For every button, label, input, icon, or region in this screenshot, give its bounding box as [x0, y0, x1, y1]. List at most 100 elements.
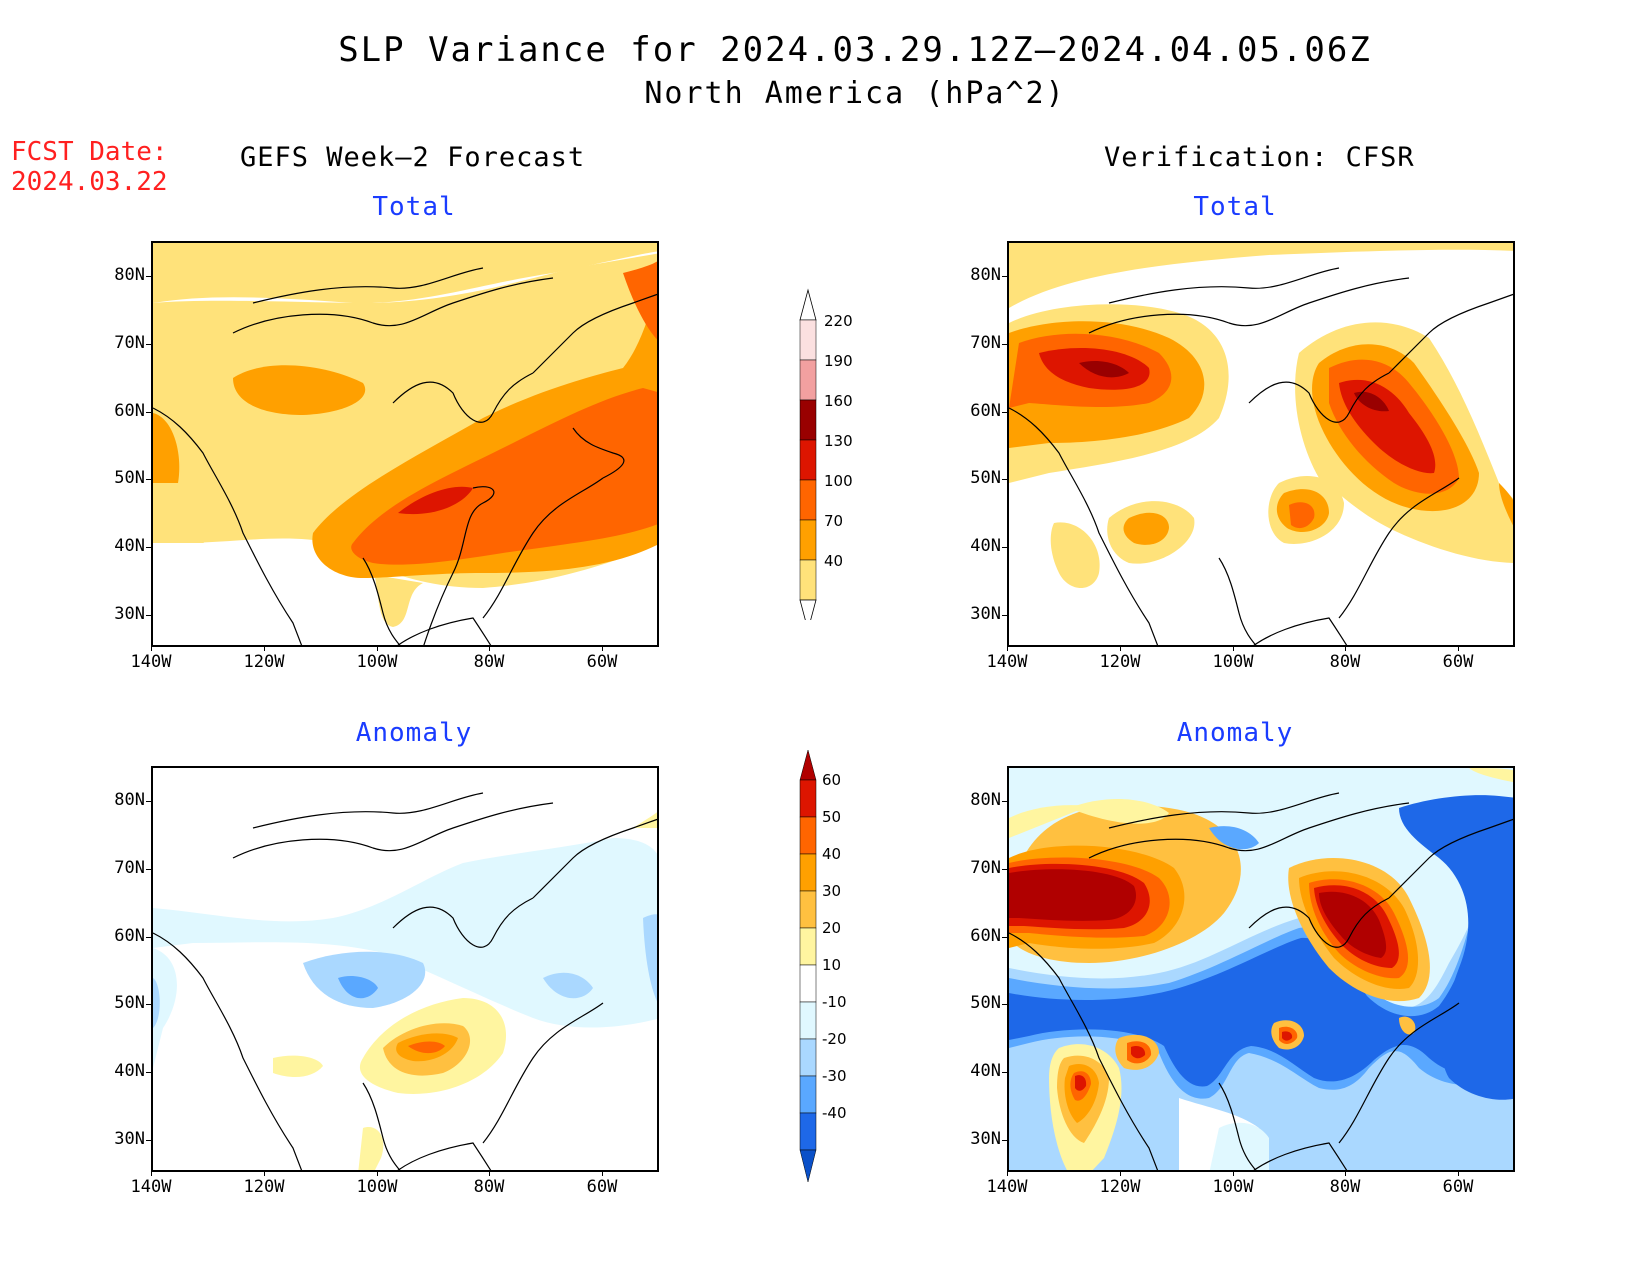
chart-title: SLP Variance for 2024.03.29.12Z–2024.04.… [338, 30, 1372, 70]
lon-label-forecast-anomaly: 140W [130, 1177, 172, 1197]
lat-label-forecast-anomaly: 60N [114, 926, 145, 946]
coastline-outline [1009, 792, 1513, 1170]
lat-tick-verif-anomaly [1002, 801, 1008, 802]
lat-label-verif-total: 30N [970, 604, 1001, 624]
lat-tick-verif-total [1002, 412, 1008, 413]
lon-label-verif-total: 60W [1442, 652, 1474, 672]
lon-label-forecast-anomaly: 120W [243, 1177, 285, 1197]
lat-label-verif-total: 40N [970, 536, 1001, 556]
lon-label-verif-total: 100W [1212, 652, 1254, 672]
lon-label-forecast-anomaly: 60W [586, 1177, 618, 1197]
lat-label-verif-total: 60N [970, 401, 1001, 421]
lat-label-forecast-anomaly: 30N [114, 1129, 145, 1149]
lat-label-verif-total: 80N [970, 265, 1001, 285]
lat-label-forecast-total: 40N [114, 536, 145, 556]
lon-label-forecast-anomaly: 100W [356, 1177, 398, 1197]
lon-tick-verif-total [1120, 645, 1121, 651]
colorbar-total-arrow-top [799, 288, 817, 321]
lat-tick-forecast-total [146, 276, 152, 277]
lon-tick-forecast-total [264, 645, 265, 651]
panel-title-forecast-total: Total [372, 192, 456, 222]
map-verif-anomaly-field [1009, 768, 1513, 1170]
colorbar-anomaly-label: 40 [822, 845, 841, 863]
lat-label-forecast-total: 80N [114, 265, 145, 285]
colorbar-anomaly-box [799, 1075, 817, 1114]
colorbar-anomaly-label: -20 [822, 1030, 847, 1048]
lon-label-verif-anomaly: 100W [1212, 1177, 1254, 1197]
lat-tick-forecast-anomaly [146, 937, 152, 938]
fcst-date-block: FCST Date: 2024.03.22 [11, 137, 168, 197]
lon-label-forecast-total: 80W [473, 652, 505, 672]
colorbar-total-box [799, 319, 817, 361]
colorbar-anomaly-label: 10 [822, 956, 841, 974]
lat-tick-forecast-anomaly [146, 1072, 152, 1073]
map-verif-total-field [1009, 243, 1513, 645]
colorbar-anomaly-label: 50 [822, 808, 841, 826]
colorbar-total-box [799, 479, 817, 521]
lat-label-forecast-anomaly: 40N [114, 1061, 145, 1081]
lon-label-forecast-total: 100W [356, 652, 398, 672]
lat-label-forecast-total: 50N [114, 468, 145, 488]
lon-tick-verif-anomaly [1233, 1170, 1234, 1176]
lon-tick-verif-total [1007, 645, 1008, 651]
panel-title-verif-total: Total [1193, 192, 1277, 222]
lon-tick-forecast-anomaly [151, 1170, 152, 1176]
lon-label-verif-total: 80W [1329, 652, 1361, 672]
map-verif-anomaly [1007, 766, 1515, 1172]
lat-tick-forecast-total [146, 344, 152, 345]
lat-tick-verif-anomaly [1002, 1004, 1008, 1005]
colorbar-anomaly-box [799, 890, 817, 929]
lon-label-verif-anomaly: 60W [1442, 1177, 1474, 1197]
map-verif-total [1007, 241, 1515, 647]
lat-tick-verif-total [1002, 547, 1008, 548]
lat-tick-forecast-anomaly [146, 801, 152, 802]
lat-label-forecast-total: 70N [114, 333, 145, 353]
coastline-outline [1009, 267, 1513, 645]
colorbar-anomaly: 60 50 40 30 20 10 -10 -20 -30 -40 [799, 749, 847, 1183]
lon-label-forecast-total: 140W [130, 652, 172, 672]
lat-label-forecast-anomaly: 70N [114, 858, 145, 878]
coastline-outline [153, 267, 657, 645]
colorbar-anomaly-box [799, 964, 817, 1003]
lat-tick-verif-anomaly [1002, 1140, 1008, 1141]
lon-tick-verif-total [1233, 645, 1234, 651]
left-column-title: GEFS Week–2 Forecast [240, 142, 586, 173]
panel-title-forecast-anomaly: Anomaly [355, 718, 473, 748]
lat-tick-forecast-total [146, 412, 152, 413]
colorbar-anomaly-label: -10 [822, 993, 847, 1011]
colorbar-anomaly-label: 30 [822, 882, 841, 900]
lat-label-forecast-anomaly: 80N [114, 790, 145, 810]
lat-tick-verif-total [1002, 615, 1008, 616]
lon-tick-verif-anomaly [1007, 1170, 1008, 1176]
lat-tick-verif-total [1002, 479, 1008, 480]
lat-label-verif-anomaly: 60N [970, 926, 1001, 946]
lat-tick-verif-anomaly [1002, 937, 1008, 938]
colorbar-total-box [799, 359, 817, 401]
colorbar-anomaly-label: -30 [822, 1067, 847, 1085]
lon-tick-verif-anomaly [1345, 1170, 1346, 1176]
lat-tick-forecast-anomaly [146, 1140, 152, 1141]
colorbar-total: 220 190 160 130 100 70 40 [799, 288, 853, 620]
lat-tick-forecast-total [146, 479, 152, 480]
panel-title-verif-anomaly: Anomaly [1176, 718, 1294, 748]
right-column-title: Verification: CFSR [1104, 142, 1415, 173]
colorbar-total-label: 100 [824, 472, 853, 490]
lon-tick-verif-anomaly [1120, 1170, 1121, 1176]
colorbar-anomaly-box [799, 779, 817, 818]
lon-tick-forecast-total [489, 645, 490, 651]
lon-label-verif-total: 120W [1099, 652, 1141, 672]
lon-label-forecast-total: 60W [586, 652, 618, 672]
colorbar-total-label: 160 [824, 392, 853, 410]
colorbar-anomaly-label: 20 [822, 919, 841, 937]
colorbar-anomaly-box [799, 853, 817, 892]
lat-tick-verif-total [1002, 276, 1008, 277]
lat-label-forecast-total: 30N [114, 604, 145, 624]
colorbar-total-label: 40 [824, 552, 843, 570]
colorbar-total-label: 190 [824, 352, 853, 370]
lon-tick-forecast-total [602, 645, 603, 651]
lat-label-verif-total: 70N [970, 333, 1001, 353]
lat-tick-verif-anomaly [1002, 1072, 1008, 1073]
colorbar-total-label: 70 [824, 512, 843, 530]
lon-label-verif-total: 140W [986, 652, 1028, 672]
lon-label-forecast-anomaly: 80W [473, 1177, 505, 1197]
